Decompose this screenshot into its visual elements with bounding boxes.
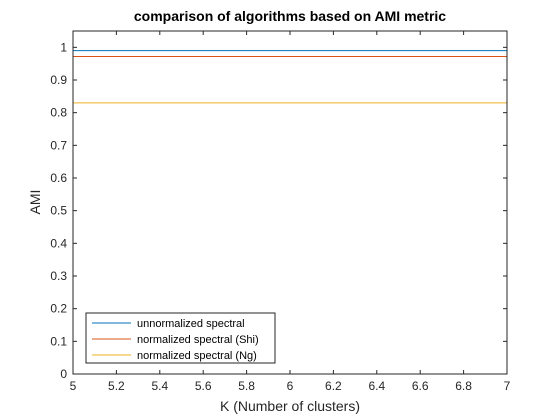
y-tick-label: 0.5: [50, 204, 67, 218]
x-tick-label: 6.2: [325, 379, 342, 393]
x-tick-label: 7: [504, 379, 511, 393]
axes-layer: 5 5.2 5.4 5.6 5.8 6 6.2 6.4 6.6 6.8 7 0 0.1 0.2 0.3 0.4…: [50, 30, 511, 393]
x-tick-label: 5: [70, 379, 77, 393]
legend: unnormalized spectral normalized spectral…: [85, 312, 276, 364]
y-tick-label: 1: [60, 40, 67, 54]
x-tick-label: 5.8: [238, 379, 255, 393]
x-tick-label: 6.4: [368, 379, 385, 393]
x-tick-label: 6: [287, 379, 294, 393]
y-tick-label: 0.8: [50, 106, 67, 120]
legend-label-1: unnormalized spectral: [137, 318, 245, 330]
y-tick-label: 0.3: [50, 269, 67, 283]
x-tick-label: 6.8: [455, 379, 472, 393]
y-tick-label: 0.9: [50, 73, 67, 87]
x-axis-label: K (Number of clusters): [220, 398, 360, 414]
x-tick-label: 6.6: [412, 379, 429, 393]
y-tick-label: 0.4: [50, 236, 67, 250]
x-tick-label: 5.6: [195, 379, 212, 393]
x-tick-label: 5.2: [108, 379, 125, 393]
legend-label-3: normalized spectral (Ng): [137, 350, 257, 362]
y-tick-label: 0.2: [50, 302, 67, 316]
y-tick-label: 0.6: [50, 171, 67, 185]
chart-title: comparison of algorithms based on AMI me…: [134, 8, 446, 24]
y-tick-label: 0: [60, 367, 67, 381]
series-layer: [73, 50, 507, 104]
y-tick-label: 0.7: [50, 138, 67, 152]
legend-label-2: normalized spectral (Shi): [137, 334, 259, 346]
y-tick-label: 0.1: [50, 334, 67, 348]
y-axis-label: AMI: [27, 190, 43, 215]
x-tick-label: 5.4: [151, 379, 168, 393]
